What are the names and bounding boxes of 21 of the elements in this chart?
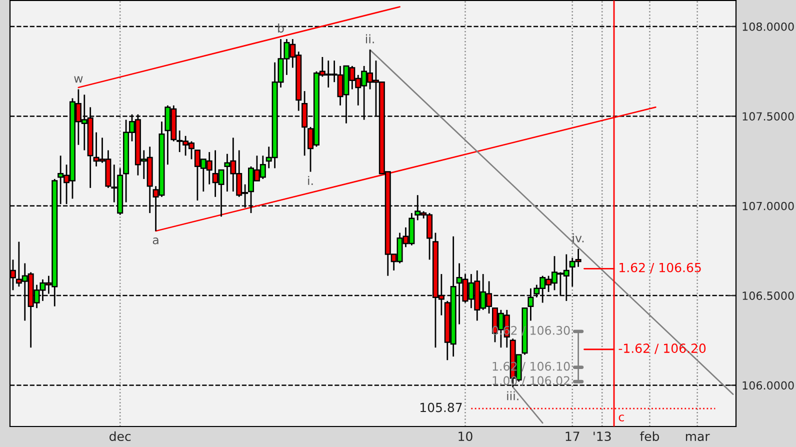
text: ii. — [366, 34, 374, 44]
x-tick-label: feb — [640, 431, 660, 442]
series-label: 1.62 / 106.65 — [620, 262, 701, 274]
y-tick-label: 106.5000 — [742, 292, 794, 300]
x-tick-label: dec — [110, 431, 131, 442]
text: a — [152, 238, 158, 244]
y-tick-label: 107.5000 — [742, 112, 794, 121]
x-tick-label: 17 — [566, 432, 580, 441]
y-tick-label: 108.0000 — [742, 22, 794, 31]
series-label: 105.87 — [420, 402, 462, 412]
y-tick-label: 106.0000 — [742, 381, 794, 390]
text: iv. — [572, 233, 584, 242]
x-tick-label: '13 — [594, 432, 611, 442]
y-tick-label: 107.0000 — [742, 202, 794, 210]
series-label: -1.62 / 106.20 — [618, 344, 706, 354]
annotation: c — [618, 414, 624, 422]
text: i. — [308, 176, 313, 185]
text: iii. — [507, 391, 518, 400]
x-tick-label: 10 — [458, 432, 472, 442]
text: w — [74, 76, 83, 83]
x-tick-label: mar — [686, 434, 710, 442]
